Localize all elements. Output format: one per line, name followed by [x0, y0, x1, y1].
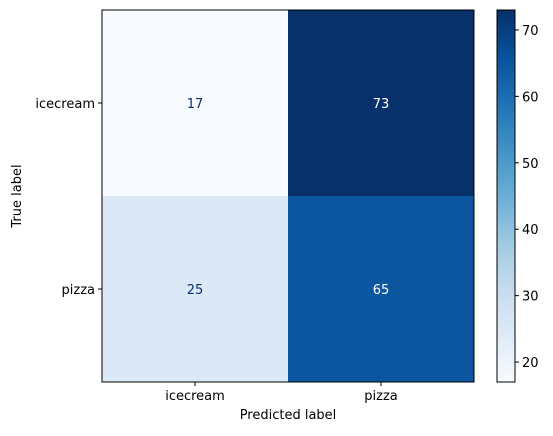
colorbar-tick-label: 50 [522, 157, 539, 172]
heatmap-cell [288, 196, 474, 382]
plot-frame [101, 9, 475, 383]
y-tick-label: icecream [35, 97, 95, 112]
colorbar-tick-label: 60 [522, 90, 539, 105]
heatmap-cells: 17 73 25 65 [102, 10, 474, 382]
heatmap-cell [102, 10, 288, 196]
colorbar-tick-label: 20 [522, 356, 539, 371]
cell-value-label: 65 [373, 283, 390, 298]
cell-value-label: 25 [187, 283, 204, 298]
y-axis-label: True label [10, 164, 25, 228]
colorbar-tick-label: 70 [522, 24, 539, 39]
x-axis-label: Predicted label [240, 408, 337, 423]
x-tick-label: pizza [364, 389, 397, 404]
y-tick-label: pizza [62, 283, 95, 298]
heatmap-cell [288, 10, 474, 196]
heatmap-cell [102, 196, 288, 382]
cell-value-label: 17 [187, 97, 204, 112]
x-tick-label: icecream [165, 389, 225, 404]
colorbar: 20 30 40 50 60 70 [496, 9, 539, 383]
colorbar-tick-label: 30 [522, 290, 539, 305]
colorbar-tick-label: 40 [522, 223, 539, 238]
axes: icecream pizza icecream pizza [35, 97, 397, 404]
cell-value-label: 73 [373, 97, 390, 112]
colorbar-gradient [496, 9, 516, 383]
